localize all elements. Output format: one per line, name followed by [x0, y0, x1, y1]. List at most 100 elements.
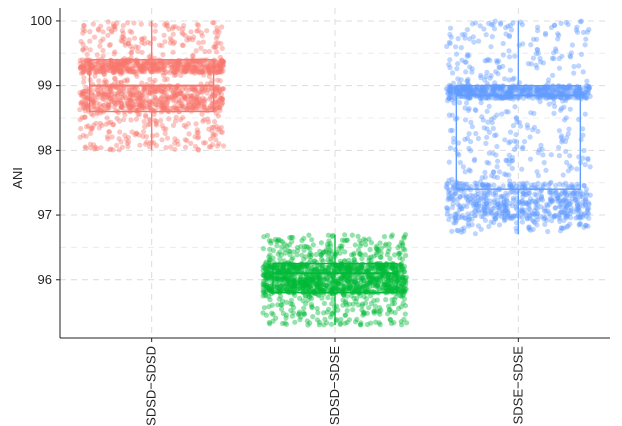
data-point — [493, 210, 499, 216]
data-point — [108, 86, 114, 92]
data-point — [118, 104, 124, 111]
data-point — [121, 88, 127, 95]
data-point — [100, 69, 106, 75]
data-point — [175, 64, 181, 70]
data-point — [218, 91, 225, 97]
data-point — [172, 140, 178, 146]
data-point — [535, 28, 541, 34]
data-point — [212, 132, 219, 138]
data-point — [366, 274, 372, 280]
data-point — [81, 63, 87, 69]
data-point — [190, 37, 196, 43]
data-point — [200, 98, 206, 104]
data-point — [380, 264, 386, 270]
data-point — [195, 135, 201, 141]
data-point — [345, 263, 351, 269]
data-point — [175, 91, 181, 97]
data-point — [84, 102, 90, 108]
data-point — [90, 64, 96, 70]
data-point — [139, 64, 145, 70]
data-point — [140, 133, 146, 139]
data-point — [464, 100, 470, 106]
data-point — [208, 144, 214, 150]
data-point — [539, 197, 546, 203]
data-point — [219, 60, 225, 67]
data-point — [544, 201, 550, 207]
data-point — [78, 101, 84, 107]
data-point — [112, 26, 118, 32]
data-point — [537, 55, 543, 62]
data-point — [219, 57, 225, 64]
data-point — [163, 105, 169, 111]
data-point — [98, 63, 105, 69]
data-point — [216, 98, 222, 104]
data-point — [138, 102, 145, 108]
data-point — [170, 105, 176, 111]
data-point — [133, 62, 140, 68]
data-point — [329, 311, 335, 317]
data-point — [159, 105, 165, 111]
data-point — [135, 61, 141, 67]
data-point — [493, 132, 499, 138]
data-point — [347, 284, 353, 290]
data-point — [127, 103, 133, 109]
data-point — [111, 68, 117, 74]
data-point — [553, 46, 559, 52]
data-point — [143, 99, 149, 106]
data-point — [167, 105, 173, 111]
data-point — [289, 286, 295, 292]
data-point — [209, 128, 215, 134]
data-point — [95, 61, 101, 67]
data-point — [469, 69, 475, 75]
data-point — [138, 67, 144, 73]
data-point — [367, 247, 373, 253]
data-point — [181, 93, 188, 99]
data-point — [124, 68, 130, 74]
data-point — [560, 84, 566, 90]
data-point — [487, 75, 493, 81]
data-point — [207, 63, 213, 69]
data-point — [130, 92, 136, 98]
data-point — [343, 276, 349, 282]
data-point — [141, 35, 147, 41]
data-point — [96, 59, 102, 66]
data-point — [182, 64, 188, 70]
data-point — [560, 182, 566, 188]
data-point — [141, 61, 147, 67]
data-point — [91, 98, 97, 104]
data-point — [213, 85, 219, 91]
data-point — [77, 57, 83, 64]
data-point — [195, 22, 201, 29]
data-point — [189, 86, 195, 92]
data-point — [182, 96, 188, 102]
data-point — [555, 36, 561, 42]
data-point — [80, 41, 86, 48]
data-point — [562, 210, 568, 216]
data-point — [185, 121, 191, 127]
data-point — [180, 31, 186, 37]
data-point — [206, 67, 212, 73]
data-point — [110, 23, 116, 30]
data-point — [111, 104, 117, 110]
data-point — [402, 288, 408, 294]
data-point — [155, 68, 161, 74]
data-point — [188, 85, 194, 91]
data-point — [462, 117, 469, 123]
data-point — [567, 221, 573, 227]
data-point — [110, 69, 116, 75]
data-point — [95, 26, 101, 32]
data-point — [117, 67, 123, 73]
data-point — [496, 64, 502, 70]
data-point — [84, 103, 90, 109]
data-point — [486, 223, 492, 230]
data-point — [83, 100, 89, 106]
data-point — [130, 90, 136, 96]
data-point — [152, 95, 158, 101]
data-point — [78, 64, 84, 71]
data-point — [120, 64, 126, 70]
data-point — [402, 275, 409, 281]
data-point — [398, 304, 404, 310]
data-point — [111, 61, 117, 67]
data-point — [112, 76, 118, 82]
data-point — [101, 67, 108, 73]
